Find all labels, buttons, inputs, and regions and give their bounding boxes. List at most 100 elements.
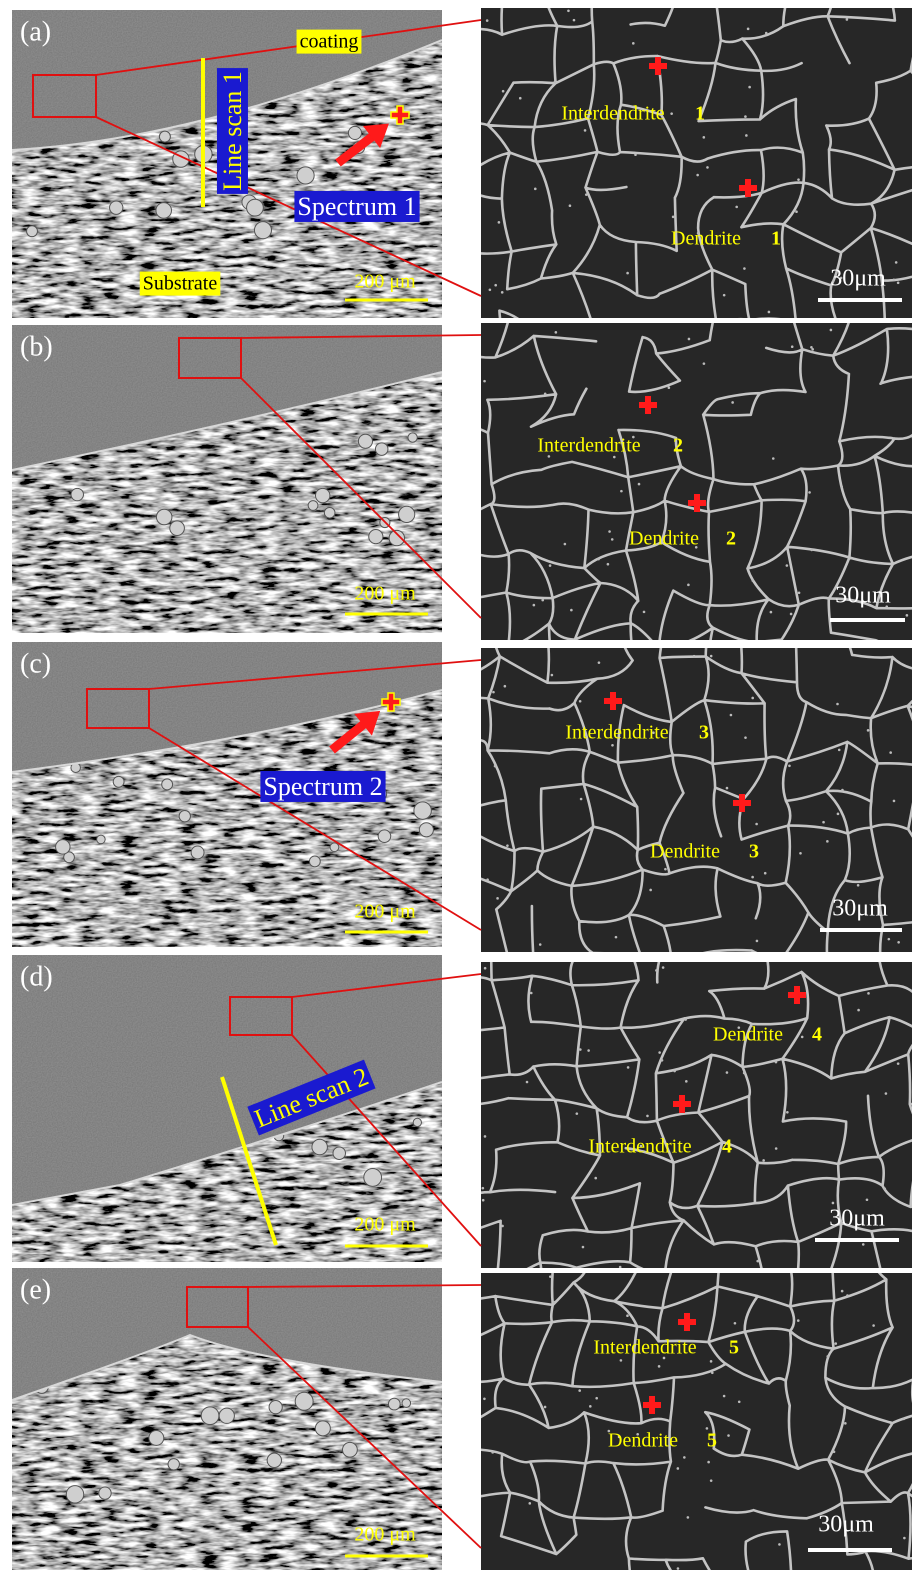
- point-name: Dendrite: [671, 228, 741, 250]
- precipitate: [569, 204, 572, 207]
- tag-text: Line scan 1: [218, 71, 247, 191]
- scale-label: 200 μm: [354, 1214, 416, 1236]
- precipitate: [734, 1322, 737, 1325]
- precipitate: [906, 614, 909, 617]
- precipitate: [489, 288, 492, 291]
- precipitate: [649, 889, 652, 892]
- precipitate: [551, 674, 554, 677]
- precipitate: [867, 729, 870, 732]
- precipitate: [530, 992, 533, 995]
- precipitate: [582, 1246, 585, 1249]
- precipitate: [506, 844, 509, 847]
- panel-label: (c): [20, 648, 51, 679]
- precipitate: [526, 1081, 529, 1084]
- precipitate: [707, 1461, 710, 1464]
- scale-label: 200 μm: [354, 901, 416, 923]
- point-number: 3: [699, 722, 709, 744]
- precipitate: [731, 401, 734, 404]
- particle: [27, 226, 38, 237]
- panel-label: (a): [20, 16, 51, 47]
- precipitate: [528, 1502, 531, 1505]
- precipitate: [687, 584, 690, 587]
- point-number: 1: [771, 228, 781, 250]
- precipitate: [727, 1434, 730, 1437]
- precipitate: [626, 1314, 629, 1317]
- precipitate: [638, 483, 641, 486]
- precipitate: [570, 609, 573, 612]
- panel: (a)coatingLine scan 1Spectrum 1Substrate…: [12, 0, 915, 379]
- particle: [110, 201, 123, 214]
- particle: [219, 1408, 234, 1423]
- precipitate: [775, 1147, 778, 1150]
- precipitate: [670, 112, 673, 115]
- particle: [419, 823, 433, 837]
- particle: [414, 802, 431, 819]
- precipitate: [888, 938, 891, 941]
- precipitate: [799, 852, 802, 855]
- precipitate: [673, 1070, 676, 1073]
- precipitate: [608, 530, 611, 533]
- precipitate: [580, 798, 583, 801]
- precipitate: [688, 338, 691, 341]
- precipitate: [646, 1115, 649, 1118]
- precipitate: [768, 311, 771, 314]
- precipitate: [857, 1009, 860, 1012]
- particle: [168, 1459, 179, 1470]
- precipitate: [594, 1177, 597, 1180]
- point-number: 2: [726, 528, 736, 550]
- precipitate: [833, 1450, 836, 1453]
- particle: [191, 846, 204, 859]
- precipitate: [595, 1397, 598, 1400]
- particle: [308, 501, 318, 511]
- precipitate: [841, 1290, 844, 1293]
- precipitate: [786, 564, 789, 567]
- precipitate: [484, 967, 487, 970]
- precipitate: [482, 1187, 485, 1190]
- precipitate: [703, 362, 706, 365]
- particle: [201, 1407, 219, 1425]
- point-number: 1: [695, 103, 705, 125]
- particle: [408, 433, 417, 442]
- panel: (b)200 μm30μmInterdendrite2Dendrite2: [12, 287, 915, 693]
- precipitate: [655, 969, 658, 972]
- precipitate: [810, 549, 813, 552]
- precipitate: [756, 1260, 759, 1263]
- precipitate: [626, 272, 629, 275]
- precipitate: [627, 1066, 630, 1069]
- tag-text: coating: [300, 31, 359, 53]
- precipitate: [879, 382, 882, 385]
- particle: [378, 830, 391, 843]
- page: (a)coatingLine scan 1Spectrum 1Substrate…: [0, 0, 915, 1573]
- precipitate: [615, 936, 618, 939]
- point-number: 5: [729, 1337, 739, 1359]
- precipitate: [826, 1355, 829, 1358]
- precipitate: [844, 1422, 847, 1425]
- precipitate: [549, 564, 552, 567]
- zoom-image: [447, 926, 915, 1332]
- particle: [312, 1139, 327, 1154]
- precipitate: [893, 800, 896, 803]
- precipitate: [554, 81, 557, 84]
- precipitate: [710, 1360, 713, 1363]
- precipitate: [486, 878, 489, 881]
- panel-label: (b): [20, 331, 53, 362]
- precipitate: [685, 1080, 688, 1083]
- tag-text: Substrate: [143, 273, 218, 295]
- precipitate: [778, 1543, 781, 1546]
- precipitate: [549, 1275, 552, 1278]
- precipitate: [703, 136, 706, 139]
- precipitate: [677, 1567, 680, 1570]
- precipitate: [553, 1301, 556, 1304]
- precipitate: [597, 558, 600, 561]
- precipitate: [664, 868, 667, 871]
- point-name: Dendrite: [608, 1430, 678, 1452]
- particle: [267, 1453, 281, 1467]
- precipitate: [867, 992, 870, 995]
- point-number: 5: [707, 1430, 717, 1452]
- precipitate: [706, 166, 709, 169]
- precipitate: [498, 221, 501, 224]
- precipitate: [632, 42, 635, 45]
- precipitate: [502, 90, 505, 93]
- particle: [297, 167, 314, 184]
- tag-text: Spectrum 2: [263, 772, 382, 801]
